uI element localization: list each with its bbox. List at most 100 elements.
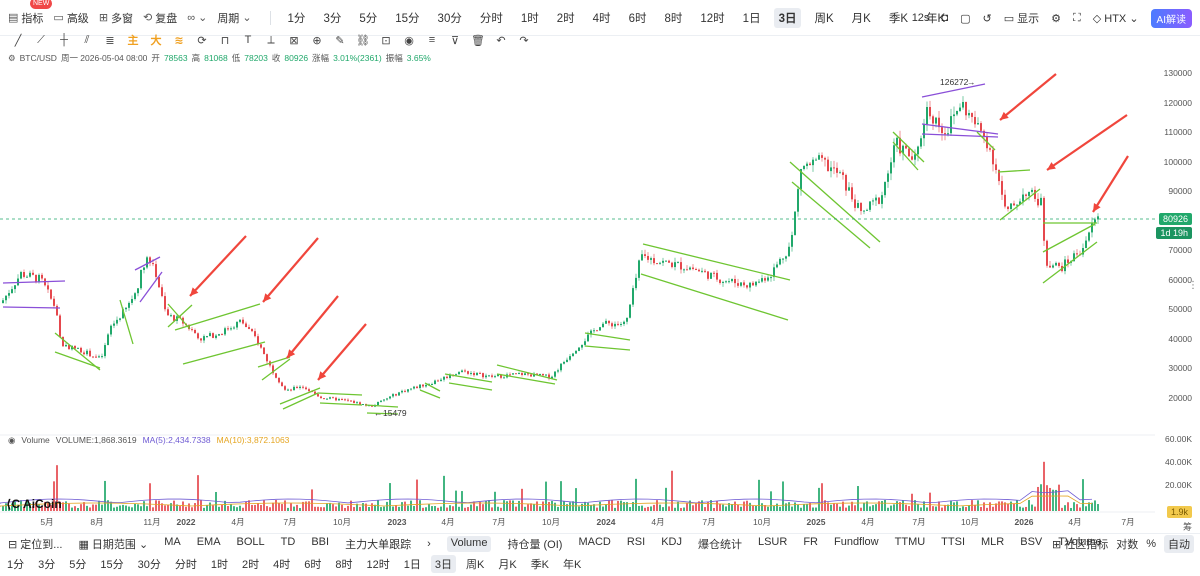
- trendline[interactable]: [424, 382, 441, 392]
- bottom-period-tab[interactable]: 12时: [366, 559, 390, 571]
- bottom-period-tab[interactable]: 周K: [466, 559, 485, 571]
- redo-icon[interactable]: ↷: [519, 34, 529, 47]
- bottom-period-tab[interactable]: 3日: [430, 555, 456, 573]
- trendline[interactable]: [1042, 241, 1098, 284]
- bottom-period-tab[interactable]: 6时: [304, 559, 322, 571]
- trendline[interactable]: [134, 256, 161, 271]
- more-main-icon[interactable]: ›: [427, 537, 431, 550]
- trendline[interactable]: [279, 387, 321, 405]
- sub-indicator[interactable]: LSUR: [757, 535, 788, 548]
- period-tab[interactable]: 周K: [814, 12, 834, 25]
- bottom-period-tab[interactable]: 1分: [7, 559, 25, 571]
- period-tab[interactable]: 3日: [773, 7, 802, 28]
- bottom-period-tab[interactable]: 30分: [137, 559, 161, 571]
- trendline[interactable]: [1042, 223, 1096, 253]
- magnet-icon[interactable]: ⊓: [220, 34, 230, 47]
- period-tab[interactable]: 2时: [556, 12, 575, 25]
- trendline[interactable]: [791, 181, 871, 249]
- sync-icon[interactable]: ⟳: [197, 34, 207, 47]
- period-tab[interactable]: 8时: [664, 12, 683, 25]
- sub-indicator[interactable]: 爆仓统计: [697, 538, 742, 551]
- sub-indicator[interactable]: MACD: [578, 535, 611, 548]
- trendline[interactable]: [282, 392, 319, 410]
- display-button[interactable]: ▭ 显示: [1003, 13, 1040, 25]
- trendline[interactable]: [139, 271, 163, 303]
- info-settings-icon[interactable]: ⚙: [8, 52, 16, 63]
- trendline[interactable]: [319, 402, 363, 406]
- trendline[interactable]: [496, 373, 556, 385]
- sub-indicator[interactable]: BSV: [1020, 535, 1043, 548]
- sub-indicator[interactable]: TTMU: [894, 535, 926, 548]
- period-tab[interactable]: 年K: [926, 12, 946, 25]
- sub-indicator[interactable]: RSI: [626, 535, 646, 548]
- main-indicator[interactable]: 主力大单跟踪: [345, 538, 412, 551]
- bottom-period-tab[interactable]: 15分: [100, 559, 124, 571]
- period-tab[interactable]: 4时: [592, 12, 611, 25]
- brush-icon[interactable]: ✎: [335, 34, 345, 47]
- measure-icon[interactable]: ⊠: [289, 34, 299, 47]
- price-chart[interactable]: 5月 8月 11月 2022 4月 7月 10月 2023 4月 7月 10月 2024 4月 7月 10月…: [0, 62, 1200, 532]
- trendline[interactable]: [2, 280, 66, 284]
- link-icon[interactable]: ⛓: [356, 34, 370, 47]
- trendline[interactable]: [317, 392, 363, 396]
- ruler-icon[interactable]: ⟂: [267, 33, 275, 46]
- trendline[interactable]: [642, 243, 791, 281]
- trendline[interactable]: [976, 131, 996, 151]
- trendline[interactable]: [892, 141, 919, 171]
- trendline[interactable]: [366, 412, 399, 415]
- period-tab[interactable]: 1时: [520, 12, 539, 25]
- period-tab[interactable]: 6时: [628, 12, 647, 25]
- bottom-period-tab[interactable]: 2时: [242, 559, 260, 571]
- sub-indicator[interactable]: Fundflow: [833, 535, 879, 548]
- trendline[interactable]: [921, 83, 986, 98]
- bottom-period-tab[interactable]: 月K: [498, 559, 517, 571]
- trendline[interactable]: [182, 341, 266, 365]
- trendline[interactable]: [448, 382, 493, 391]
- sub-indicator[interactable]: Volume: [446, 535, 492, 552]
- trendline[interactable]: [419, 389, 441, 399]
- trendline[interactable]: [584, 332, 631, 341]
- trendline[interactable]: [257, 356, 291, 368]
- trendline[interactable]: [921, 123, 999, 135]
- trash-icon[interactable]: 🗑: [471, 34, 485, 47]
- axis-handle-icon[interactable]: ⋮: [1188, 280, 1198, 291]
- eye-icon[interactable]: ◉: [404, 34, 414, 47]
- bottom-period-tab[interactable]: 4时: [273, 559, 291, 571]
- pattern-icon[interactable]: ≋: [174, 34, 184, 47]
- text-tool-icon[interactable]: T: [244, 34, 252, 46]
- exchange-select[interactable]: ◇ HTX ⌄: [1092, 12, 1139, 25]
- period-tab[interactable]: 5分: [359, 12, 378, 25]
- trendline[interactable]: [54, 351, 101, 369]
- bottom-period-tab[interactable]: 年K: [563, 559, 582, 571]
- trendline[interactable]: [997, 169, 1031, 173]
- channel-tool-icon[interactable]: ⫽: [84, 33, 90, 46]
- sub-indicator[interactable]: 持仓量 (OI): [507, 538, 563, 551]
- ai-interpret-button[interactable]: AI解读: [1150, 8, 1192, 28]
- bottom-period-tab[interactable]: 8时: [335, 559, 353, 571]
- zoom-icon[interactable]: ⊕: [312, 34, 322, 47]
- main-indicator[interactable]: EMA: [196, 535, 221, 548]
- main-indicator[interactable]: BBI: [311, 535, 330, 548]
- trendline[interactable]: [364, 404, 399, 408]
- volume-eye-icon[interactable]: ◉: [8, 435, 16, 445]
- bottom-period-tab[interactable]: 分时: [174, 559, 197, 571]
- trendline[interactable]: [496, 364, 558, 381]
- multi-window-button[interactable]: ⊞ 多窗: [98, 12, 134, 25]
- trendline[interactable]: [444, 373, 493, 383]
- community-indicator-button[interactable]: ⊞ 社区指标: [1051, 538, 1109, 551]
- lock-icon[interactable]: ⊡: [381, 34, 391, 47]
- period-tab[interactable]: 分时: [479, 12, 503, 25]
- sub-indicator[interactable]: MLR: [981, 535, 1005, 548]
- bottom-period-tab[interactable]: 3分: [38, 559, 56, 571]
- locate-button[interactable]: ⊟ 定位到...: [8, 538, 63, 551]
- trendline[interactable]: [167, 304, 193, 328]
- period-tab[interactable]: 月K: [851, 12, 871, 25]
- filter-icon[interactable]: ⊽: [450, 34, 460, 47]
- trendline[interactable]: [640, 273, 789, 321]
- refresh-interval[interactable]: 12s: [911, 12, 930, 24]
- trendline[interactable]: [2, 306, 61, 309]
- bottom-period-tab[interactable]: 1日: [403, 559, 421, 571]
- period-tab[interactable]: 1日: [742, 12, 761, 25]
- period-tab[interactable]: 季K: [888, 12, 908, 25]
- compare-button[interactable]: ∞ ⌄: [187, 11, 207, 25]
